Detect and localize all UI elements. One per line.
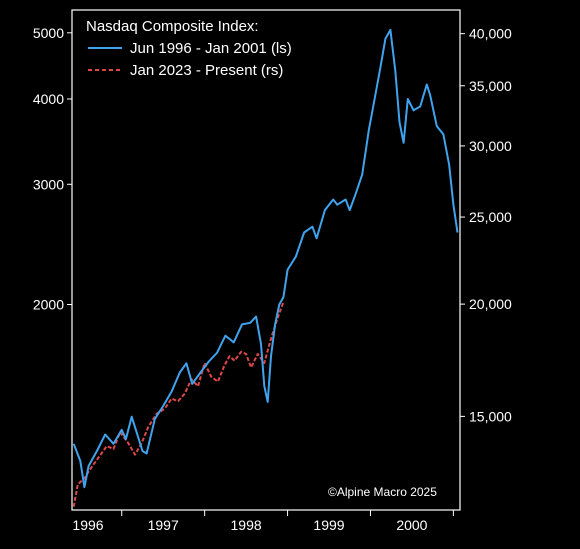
- x-tick-label: 1997: [148, 517, 179, 533]
- legend-entry-red: Jan 2023 - Present (rs): [130, 62, 283, 79]
- x-tick-label: 1998: [231, 517, 262, 533]
- series-line-blue: [72, 28, 459, 489]
- left-tick-label: 2000: [33, 296, 64, 312]
- left-tick-label: 3000: [33, 176, 64, 192]
- right-tick-label: 40,000: [469, 26, 512, 42]
- left-tick-label: 5000: [33, 25, 64, 41]
- x-tick-label: 2000: [396, 517, 427, 533]
- right-tick-label: 15,000: [469, 408, 512, 424]
- right-tick-label: 20,000: [469, 296, 512, 312]
- legend-entry-blue: Jun 1996 - Jan 2001 (ls): [130, 40, 292, 57]
- series-line-red: [72, 301, 285, 507]
- plot-frame: [71, 9, 461, 511]
- copyright-note: ©Alpine Macro 2025: [328, 485, 437, 499]
- x-axis: 1996 1997 1998 1999 2000: [72, 510, 454, 533]
- left-axis: 2000 3000 4000 5000: [33, 25, 72, 312]
- x-tick-label: 1996: [72, 517, 103, 533]
- right-tick-label: 30,000: [469, 138, 512, 154]
- x-tick-label: 1999: [313, 517, 344, 533]
- legend-title: Nasdaq Composite Index:: [86, 18, 259, 35]
- series-layer: [72, 28, 459, 507]
- right-tick-label: 35,000: [469, 78, 512, 94]
- legend: Nasdaq Composite Index: Jun 1996 - Jan 2…: [86, 18, 292, 79]
- right-tick-label: 25,000: [469, 209, 512, 225]
- right-axis: 15,000 20,000 25,000 30,000 35,000 40,000: [460, 26, 512, 424]
- left-tick-label: 4000: [33, 91, 64, 107]
